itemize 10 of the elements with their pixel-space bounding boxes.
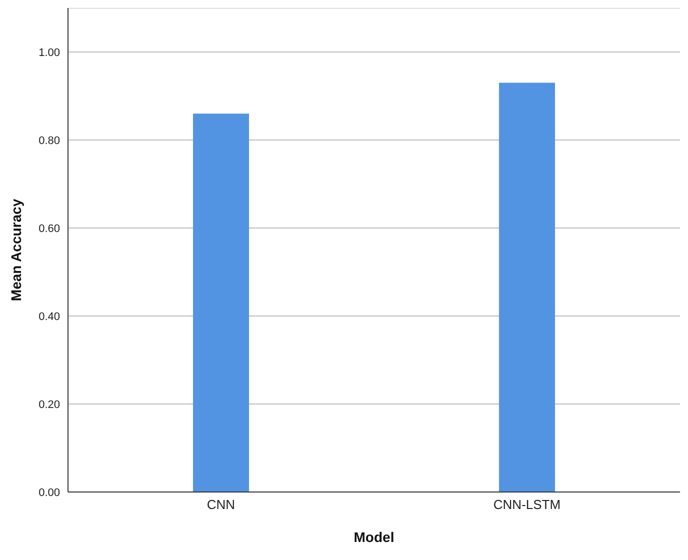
y-tick-label: 0.00 xyxy=(38,486,60,499)
x-tick-label: CNN-LSTM xyxy=(493,497,561,512)
y-tick-label: 0.80 xyxy=(38,134,60,147)
y-tick-label: 1.00 xyxy=(38,46,60,59)
x-tick-label: CNN xyxy=(206,497,236,512)
x-axis-title: Model xyxy=(354,529,394,545)
y-tick-label: 0.20 xyxy=(38,398,60,411)
y-tick-label: 0.60 xyxy=(38,222,60,235)
y-axis-title: Mean Accuracy xyxy=(8,198,24,302)
y-tick-label: 0.40 xyxy=(38,310,60,323)
